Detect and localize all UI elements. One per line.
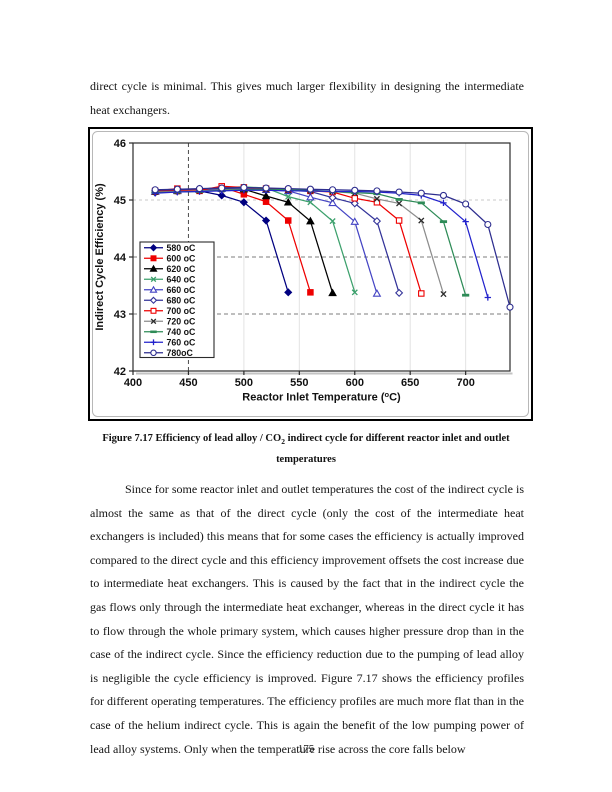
y-tick-label: 43 bbox=[114, 309, 126, 321]
efficiency-chart: 42 43 44 45 46 400 450 500 550 600 650 700 580 oC600… bbox=[92, 131, 529, 417]
legend-entry-660-oC: 660 oC bbox=[144, 285, 196, 295]
legend-entry-700-oC: 700 oC bbox=[144, 306, 196, 316]
legend-label: 600 oC bbox=[167, 254, 196, 264]
page-number: 175 bbox=[297, 743, 315, 755]
legend-entry-780oC: 780oC bbox=[144, 348, 194, 358]
legend-label: 780oC bbox=[167, 348, 194, 358]
figure-caption: Figure 7.17 Efficiency of lead alloy / C… bbox=[80, 430, 532, 469]
legend-label: 700 oC bbox=[167, 306, 196, 316]
legend-label: 640 oC bbox=[167, 275, 196, 285]
legend-entry-580-oC: 580 oC bbox=[144, 243, 196, 253]
axes: 42 43 44 45 46 400 450 500 550 600 650 700 bbox=[114, 138, 475, 389]
y-axis-title: Indirect Cycle Efficiency (%) bbox=[94, 183, 106, 331]
legend-label: 720 oC bbox=[167, 317, 196, 327]
paragraph-intro: direct cycle is minimal. This gives much… bbox=[90, 79, 524, 118]
legend-entry-720-oC: 720 oC bbox=[144, 317, 196, 327]
figure-7-17: 42 43 44 45 46 400 450 500 550 600 650 700 580 oC 600… bbox=[88, 127, 533, 421]
legend-entry-760-oC: 760 oC bbox=[144, 338, 196, 348]
caption-text-post: indirect cycle for different reactor inl… bbox=[284, 433, 510, 444]
series-780oC bbox=[151, 183, 514, 311]
x-tick-label: 500 bbox=[235, 377, 253, 389]
x-tick-label: 700 bbox=[456, 377, 474, 389]
y-tick-label: 45 bbox=[114, 195, 126, 207]
legend-label: 760 oC bbox=[167, 338, 196, 348]
x-axis-title: Reactor Inlet Temperature (oC) bbox=[242, 390, 401, 404]
legend-label: 620 oC bbox=[167, 264, 196, 274]
legend-label: 680 oC bbox=[167, 296, 196, 306]
paragraph-body: Since for some reactor inlet and outlet … bbox=[90, 482, 524, 756]
y-tick-label: 46 bbox=[114, 138, 126, 150]
x-tick-label: 600 bbox=[346, 377, 364, 389]
x-tick-label: 650 bbox=[401, 377, 419, 389]
x-tick-label: 400 bbox=[124, 377, 142, 389]
caption-subscript: 2 bbox=[281, 437, 285, 447]
legend-entry-620-oC: 620 oC bbox=[144, 264, 196, 274]
caption-line2: temperatures bbox=[276, 454, 336, 466]
legend-label: 660 oC bbox=[167, 285, 196, 295]
y-tick-label: 42 bbox=[114, 366, 126, 378]
legend-label: 740 oC bbox=[167, 327, 196, 337]
x-tick-label: 550 bbox=[290, 377, 308, 389]
y-tick-label: 44 bbox=[114, 252, 127, 264]
legend-entry-680-oC: 680 oC bbox=[144, 296, 196, 306]
chart-area-frame bbox=[92, 131, 529, 417]
legend-entry-740-oC: 740 oC bbox=[144, 327, 196, 337]
caption-text-pre: Figure 7.17 Efficiency of lead alloy / C… bbox=[102, 433, 282, 444]
legend-entry-600-oC: 600 oC bbox=[144, 254, 196, 264]
legend-entry-640-oC: 640 oC bbox=[144, 275, 196, 285]
legend-label: 580 oC bbox=[167, 243, 196, 253]
x-tick-label: 450 bbox=[179, 377, 197, 389]
